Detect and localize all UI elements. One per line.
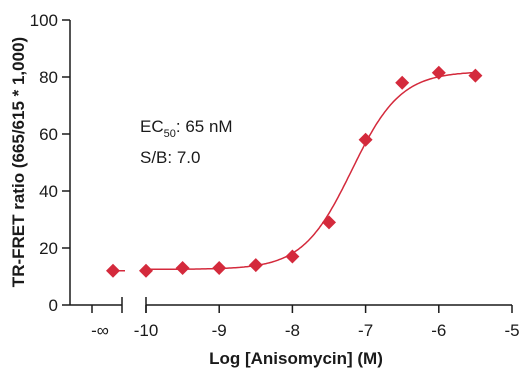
y-tick-label: 60 [39, 125, 58, 144]
data-point [175, 260, 190, 275]
data-point [395, 75, 410, 90]
x-tick-label: -7 [358, 321, 373, 340]
data-point-neg-inf [106, 263, 120, 278]
y-tick-label: 100 [30, 11, 58, 30]
data-point [431, 65, 446, 80]
y-tick-label: 40 [39, 182, 58, 201]
y-axis-title: TR-FRET ratio (665/615 * 1,000) [9, 37, 28, 287]
x-tick-label: -6 [431, 321, 446, 340]
ec50-prefix: EC [140, 117, 164, 136]
x-tick-label: -8 [285, 321, 300, 340]
y-tick-label: 80 [39, 68, 58, 87]
data-point [468, 68, 483, 83]
fit-curve [146, 71, 476, 271]
data-point [358, 132, 373, 147]
ec50-value: : 65 nM [176, 117, 233, 136]
x-tick-label: -5 [504, 321, 519, 340]
data-point [212, 260, 227, 275]
ec50-annotation: EC50: 65 nM [140, 117, 233, 140]
x-tick-label: -9 [212, 321, 227, 340]
x-tick-label-neg-inf: -∞ [91, 321, 109, 340]
x-axis-title: Log [Anisomycin] (M) [209, 349, 383, 368]
ec50-subscript: 50 [164, 128, 176, 140]
points-layer [106, 65, 483, 278]
y-tick-label: 0 [49, 296, 58, 315]
data-point [139, 263, 153, 278]
data-point [248, 258, 263, 273]
axes: 0 20 40 60 80 100 -10 -9 -8 -7 -6 -5 -∞ [30, 11, 520, 340]
y-tick-label: 20 [39, 239, 58, 258]
x-tick-label: -10 [134, 321, 159, 340]
fit-curve-layer [146, 71, 476, 271]
data-point [322, 215, 336, 230]
sb-annotation: S/B: 7.0 [140, 148, 200, 167]
data-point [285, 249, 300, 264]
